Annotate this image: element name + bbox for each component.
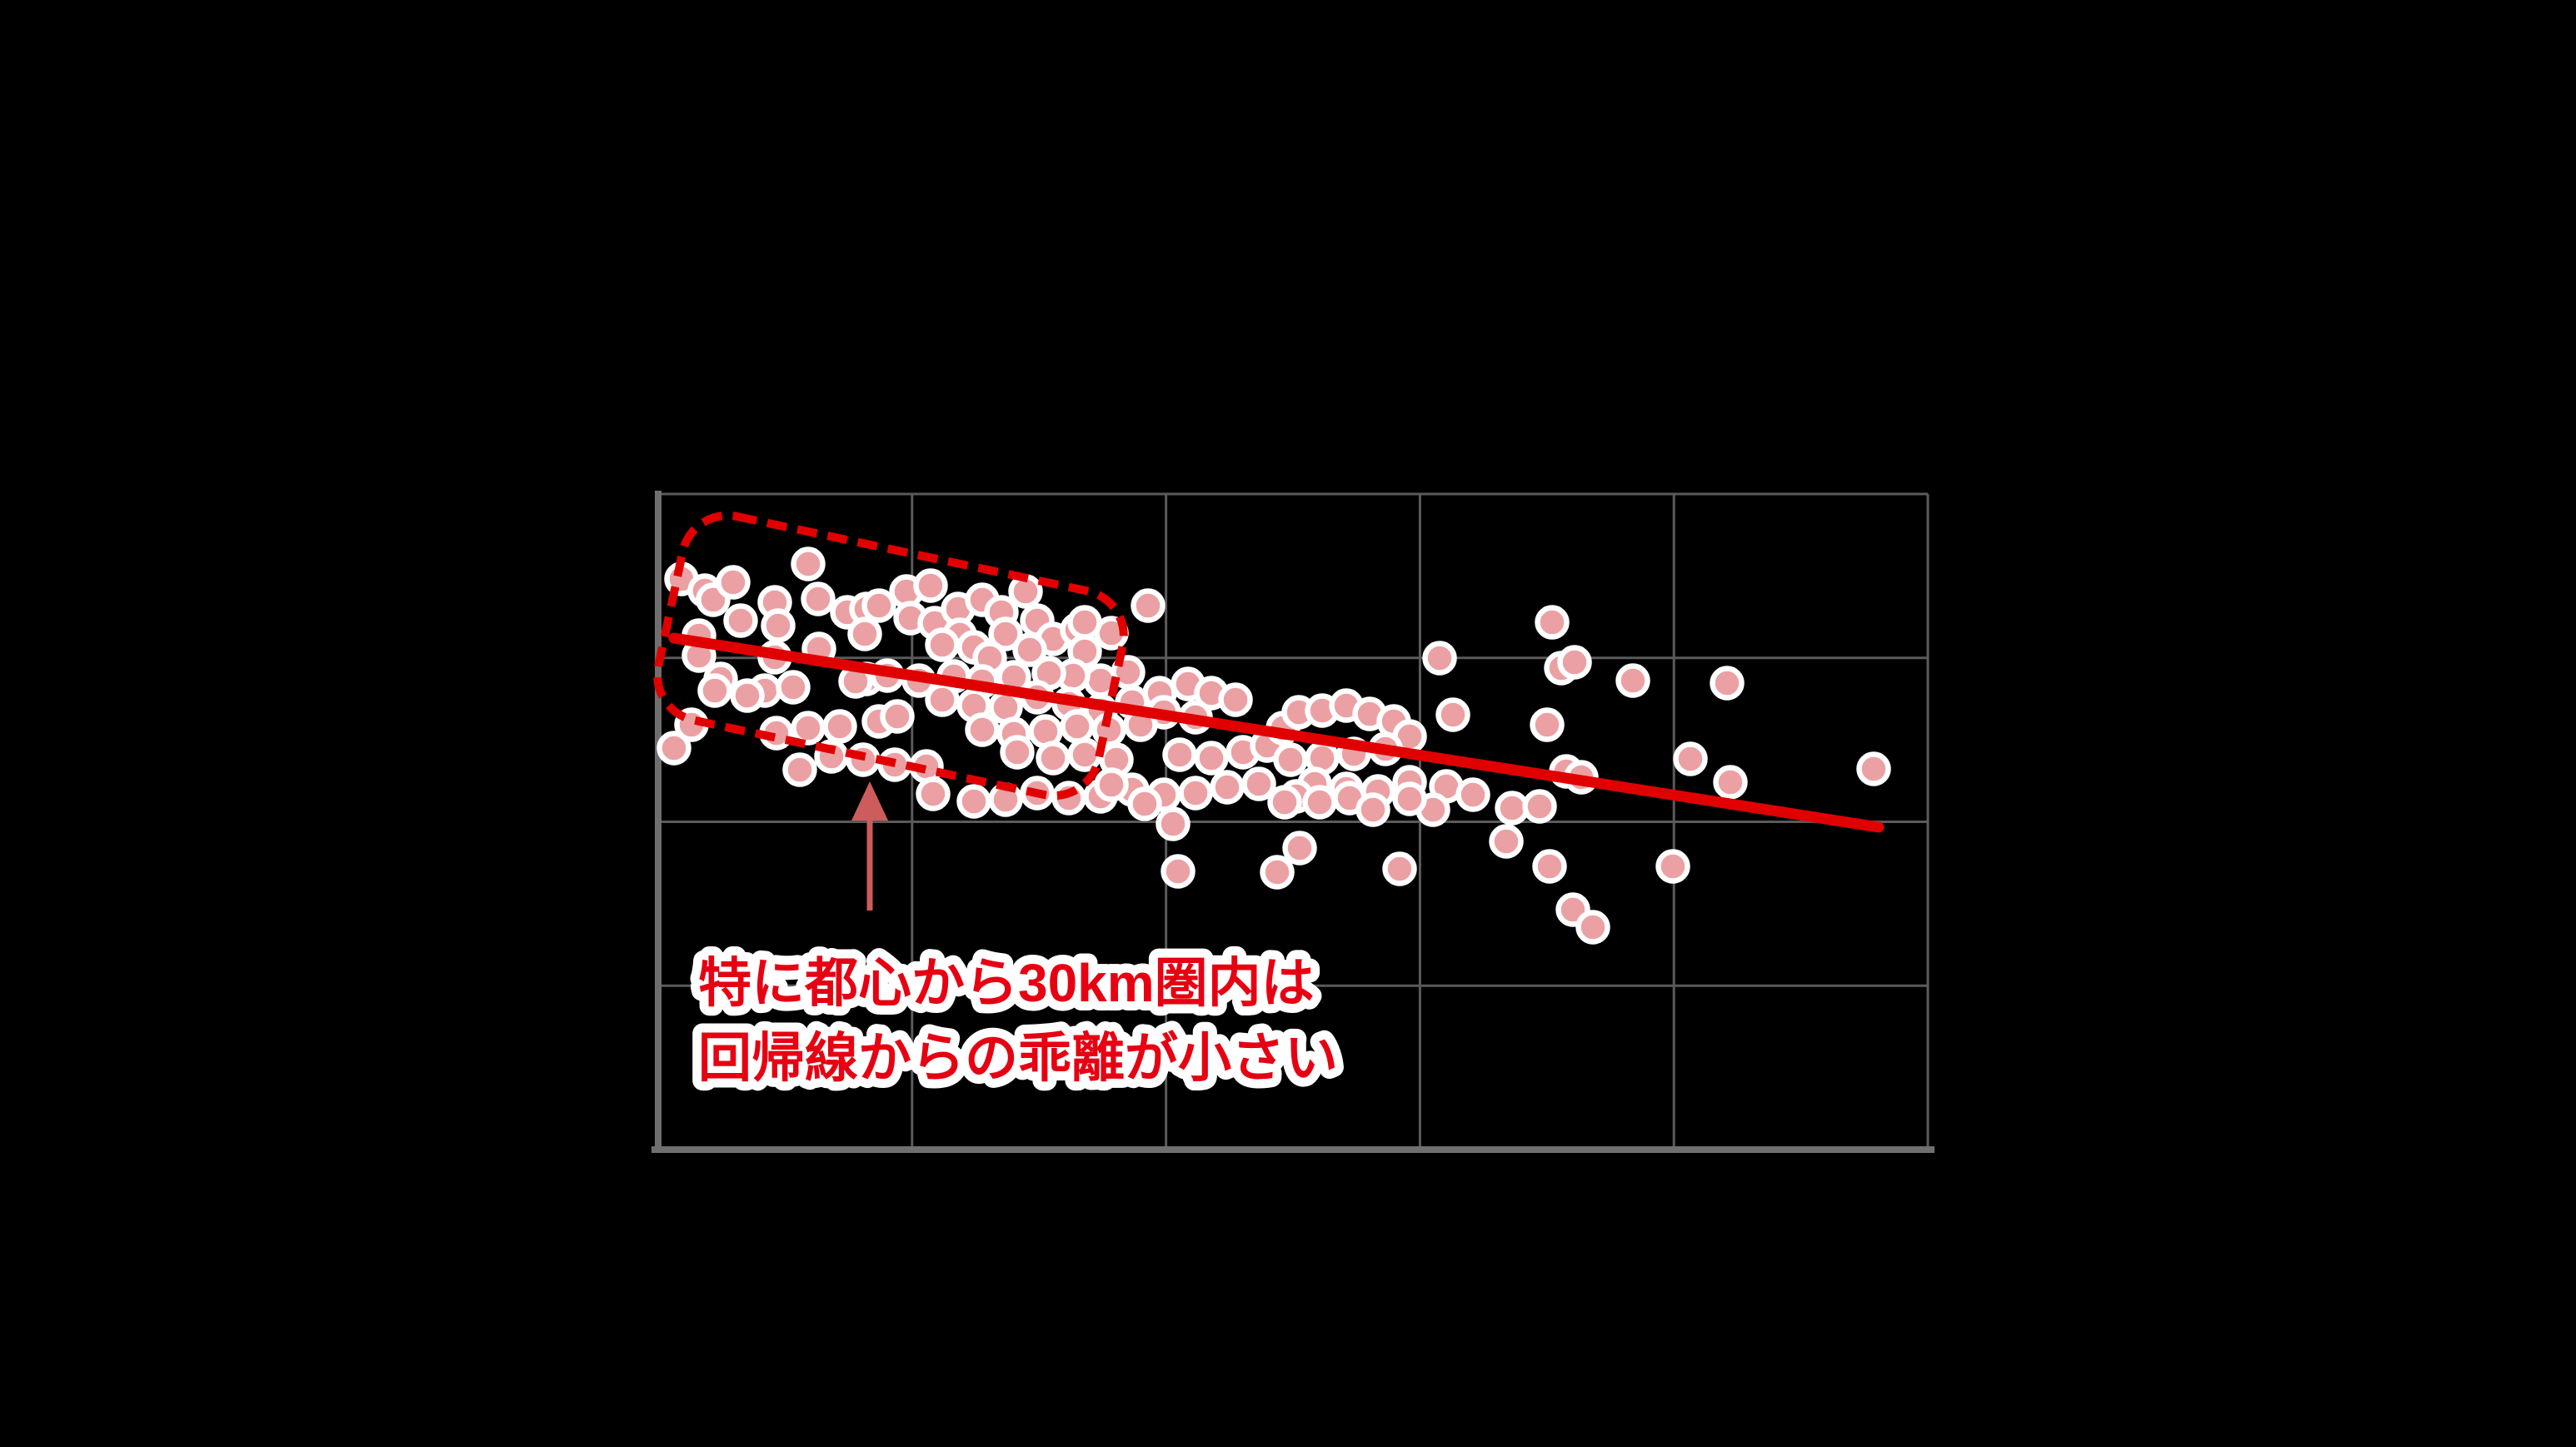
data-point bbox=[1273, 742, 1308, 777]
data-point bbox=[1000, 735, 1035, 770]
data-point bbox=[1355, 792, 1390, 827]
data-point bbox=[1267, 785, 1302, 820]
data-point bbox=[1060, 709, 1095, 744]
data-point bbox=[656, 731, 691, 766]
data-point bbox=[880, 699, 915, 734]
axes-spines bbox=[651, 491, 1934, 1153]
data-point bbox=[1260, 855, 1295, 890]
data-point bbox=[1382, 851, 1417, 886]
data-point bbox=[1302, 785, 1337, 820]
data-point bbox=[1161, 854, 1196, 889]
data-point bbox=[1156, 806, 1191, 841]
regression-line bbox=[668, 632, 1885, 833]
data-point bbox=[822, 709, 857, 744]
data-point bbox=[1067, 605, 1102, 640]
arrowhead-icon bbox=[851, 781, 888, 821]
plot-area: 特に都心から30km圏内は 回帰線からの乖離が小さい bbox=[651, 491, 1934, 1153]
data-point bbox=[1710, 666, 1745, 701]
annotation-arrow bbox=[851, 781, 888, 911]
data-point bbox=[1522, 789, 1557, 824]
data-point bbox=[782, 752, 817, 787]
data-point bbox=[1194, 741, 1229, 776]
data-point bbox=[1713, 765, 1748, 800]
data-point bbox=[1392, 781, 1427, 816]
data-point bbox=[1094, 767, 1129, 802]
data-point bbox=[716, 565, 751, 600]
data-point bbox=[1856, 751, 1891, 786]
data-point bbox=[801, 581, 836, 616]
data-point bbox=[1067, 737, 1102, 772]
data-point bbox=[1489, 824, 1524, 859]
data-point bbox=[1210, 770, 1245, 805]
data-point bbox=[1178, 776, 1213, 811]
data-point bbox=[1422, 641, 1457, 676]
data-point bbox=[1532, 849, 1567, 884]
data-point bbox=[988, 616, 1023, 651]
data-point bbox=[1012, 632, 1047, 667]
data-point bbox=[697, 673, 732, 708]
data-point bbox=[847, 616, 882, 651]
data-point bbox=[1218, 682, 1253, 717]
data-point bbox=[1127, 786, 1162, 821]
data-point bbox=[1036, 741, 1071, 776]
annotation-text-line1: 特に都心から30km圏内は bbox=[698, 953, 1315, 1013]
data-point bbox=[1673, 741, 1708, 776]
data-point bbox=[1435, 697, 1470, 732]
data-point bbox=[1241, 766, 1276, 801]
data-point bbox=[1162, 737, 1197, 772]
data-point bbox=[1655, 849, 1690, 884]
data-point bbox=[916, 776, 951, 811]
data-point bbox=[1282, 831, 1317, 866]
data-point bbox=[723, 603, 758, 638]
data-point bbox=[1535, 605, 1570, 640]
data-point bbox=[913, 568, 948, 603]
scatter-points-group bbox=[656, 546, 1891, 945]
data-point bbox=[761, 608, 796, 643]
data-point bbox=[925, 627, 960, 662]
data-point bbox=[776, 670, 811, 705]
data-point bbox=[1557, 645, 1592, 680]
data-point bbox=[965, 712, 1000, 747]
data-point bbox=[1615, 663, 1650, 698]
data-point bbox=[791, 711, 826, 746]
data-point bbox=[956, 784, 991, 819]
data-point bbox=[791, 546, 826, 581]
data-point bbox=[1131, 588, 1166, 623]
data-point bbox=[925, 682, 960, 717]
data-point bbox=[1530, 707, 1565, 742]
data-point bbox=[1455, 777, 1490, 812]
annotation-text-line2: 回帰線からの乖離が小さい bbox=[698, 1028, 1338, 1088]
data-point bbox=[1495, 791, 1530, 826]
data-point bbox=[730, 678, 765, 713]
data-point bbox=[861, 588, 896, 623]
data-point bbox=[1575, 910, 1610, 945]
